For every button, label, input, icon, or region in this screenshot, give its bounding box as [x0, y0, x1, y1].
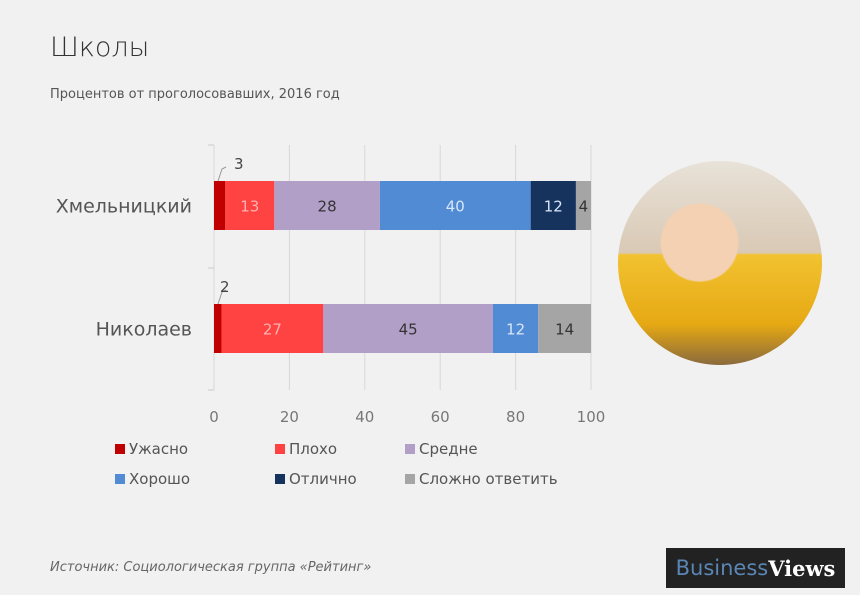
bar-segment: [214, 181, 226, 230]
legend-swatch: [115, 444, 125, 454]
businessviews-logo: Business Views: [666, 548, 845, 588]
bar-segment: [274, 181, 380, 230]
chart-subtitle: Процентов от проголосовавших, 2016 год: [50, 87, 340, 102]
x-tick-label: 100: [577, 408, 606, 426]
data-label: 27: [263, 321, 282, 339]
leader-line: [217, 166, 227, 182]
category-label: Хмельницкий: [56, 196, 192, 218]
x-tick-label: 40: [355, 408, 374, 426]
bar-segment: [538, 304, 591, 353]
legend-item: Плохо: [275, 440, 405, 458]
data-label: 3: [234, 155, 244, 173]
legend-item: Хорошо: [115, 470, 275, 488]
data-label: 2: [220, 278, 230, 296]
schoolboy-photo: [618, 161, 822, 365]
legend-swatch: [115, 474, 125, 484]
legend-label: Хорошо: [129, 470, 191, 488]
legend-swatch: [275, 474, 285, 484]
legend-item: Ужасно: [115, 440, 275, 458]
legend-label: Ужасно: [129, 440, 189, 458]
legend-item: Отлично: [275, 470, 405, 488]
bar-segment: [323, 304, 493, 353]
bar-segment: [530, 181, 576, 230]
data-label: 4: [579, 198, 589, 216]
legend-label: Средне: [419, 440, 478, 458]
legend-label: Сложно ответить: [419, 470, 558, 488]
bar-segment: [225, 181, 275, 230]
chart-title: Школы: [50, 32, 150, 63]
bar-segment: [492, 304, 539, 353]
legend-label: Отлично: [289, 470, 357, 488]
legend-swatch: [405, 444, 415, 454]
x-tick-label: 0: [209, 408, 219, 426]
data-label: 28: [318, 198, 337, 216]
bar-segment: [379, 181, 531, 230]
data-label: 13: [240, 198, 259, 216]
leader-line: [217, 289, 227, 305]
legend-swatch: [405, 474, 415, 484]
legend-item: Средне: [405, 440, 595, 458]
legend-swatch: [275, 444, 285, 454]
logo-part-1: Business: [675, 556, 769, 580]
bar-segment: [214, 304, 222, 353]
x-tick-label: 20: [280, 408, 299, 426]
category-label: Николаев: [96, 319, 192, 341]
x-tick-label: 60: [431, 408, 450, 426]
bar-segment: [575, 181, 591, 230]
source-note: Источник: Социологическая группа «Рейтин…: [50, 560, 372, 575]
bar-segment: [221, 304, 324, 353]
legend-label: Плохо: [289, 440, 338, 458]
data-label: 45: [399, 321, 418, 339]
logo-part-2: Views: [768, 555, 836, 581]
legend-item: Сложно ответить: [405, 470, 595, 488]
data-label: 12: [544, 198, 563, 216]
data-label: 40: [446, 198, 465, 216]
x-tick-label: 80: [506, 408, 525, 426]
data-label: 12: [506, 321, 525, 339]
legend: Ужасно Плохо Средне Хорошо Отлично Сложно отв…: [115, 440, 595, 488]
data-label: 14: [555, 321, 574, 339]
